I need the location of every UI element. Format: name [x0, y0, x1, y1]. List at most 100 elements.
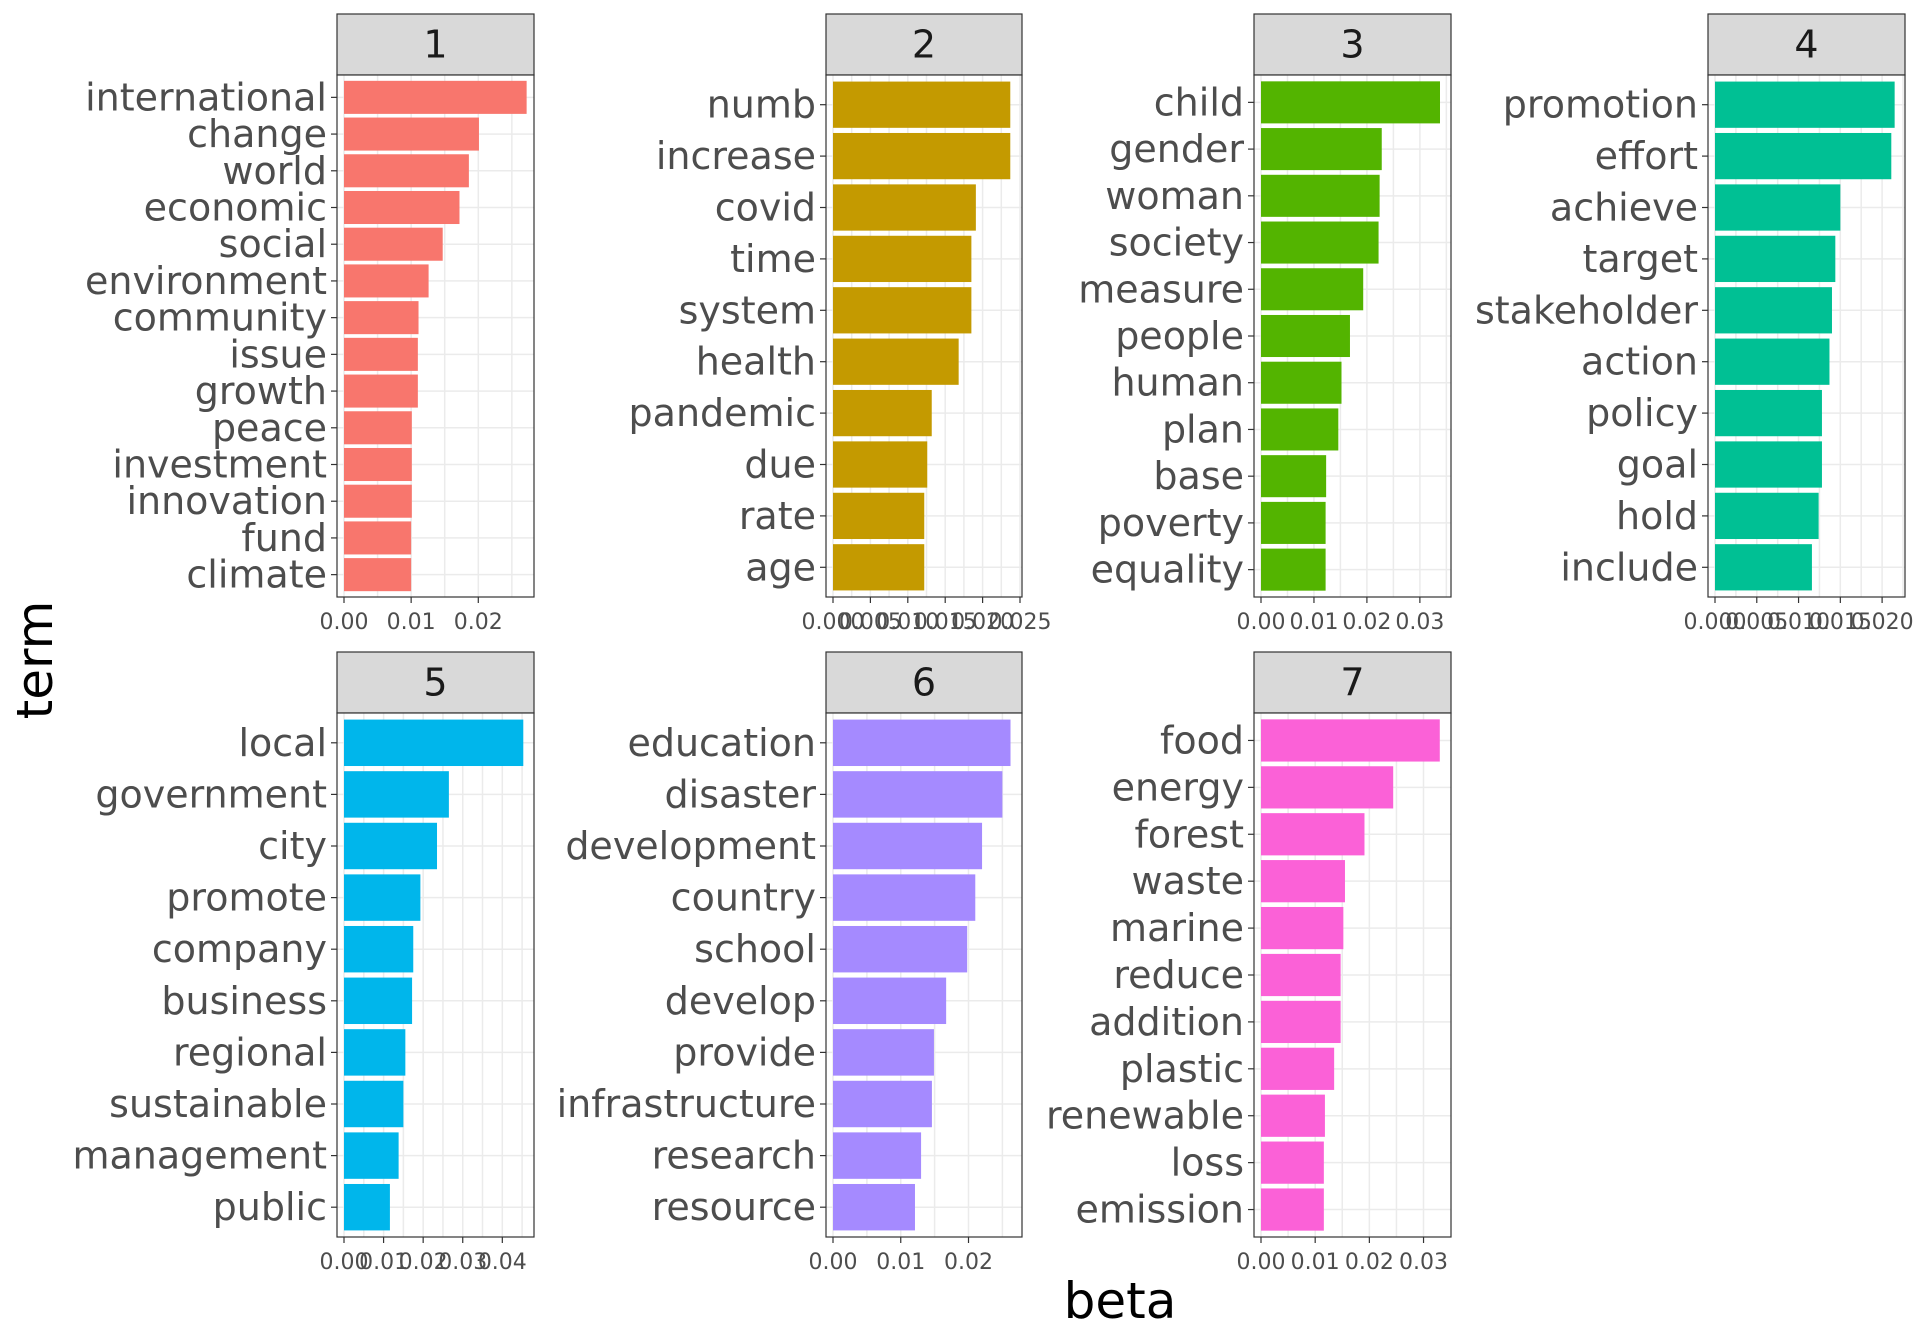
term-label-innovation: innovation [126, 479, 327, 523]
bar-human [1261, 361, 1342, 404]
facet-panel-1: 1 internationalchangeworldeconomicsociale… [85, 13, 535, 635]
bar-base [1261, 455, 1327, 498]
bar-community [344, 301, 419, 335]
term-label-regional: regional [173, 1030, 327, 1074]
bar-rate [833, 492, 925, 540]
bar-forest [1261, 813, 1365, 856]
term-label-energy: energy [1112, 765, 1244, 809]
term-label-stakeholder: stakeholder [1475, 288, 1698, 332]
facet-strip-label: 6 [912, 661, 936, 705]
x-axis-title: beta [1064, 1272, 1177, 1330]
bar-fund [344, 521, 412, 555]
term-label-hold: hold [1616, 494, 1698, 538]
x-tick-label: 0.01 [359, 1250, 408, 1275]
x-tick-label: 0.005 [1725, 610, 1788, 635]
bar-promotion [1715, 81, 1895, 128]
bar-poverty [1261, 501, 1326, 544]
term-label-plan: plan [1162, 407, 1244, 451]
bar-numb [833, 81, 1011, 128]
term-label-change: change [187, 112, 327, 156]
term-label-climate: climate [186, 553, 327, 597]
term-label-sustainable: sustainable [109, 1082, 327, 1126]
term-label-country: country [671, 876, 816, 920]
term-label-peace: peace [212, 406, 327, 450]
bar-company [344, 925, 414, 973]
bar-policy [1715, 389, 1822, 437]
facet-strip [825, 651, 1023, 714]
bar-investment [344, 447, 412, 482]
term-label-base: base [1153, 454, 1244, 498]
x-tick-label: 0.020 [951, 610, 1014, 635]
bar-develop [833, 977, 947, 1025]
bar-hold [1715, 492, 1819, 540]
bar-stakeholder [1715, 287, 1832, 334]
facet-strip [1707, 13, 1906, 76]
bar-increase [833, 132, 1011, 180]
term-label-action: action [1581, 340, 1698, 384]
bar-infrastructure [833, 1080, 932, 1128]
term-label-food: food [1160, 718, 1244, 762]
term-label-addition: addition [1089, 1000, 1244, 1044]
bar-management [344, 1132, 399, 1179]
term-label-development: development [565, 824, 816, 868]
bar-marine [1261, 906, 1344, 950]
term-label-time: time [730, 237, 816, 281]
term-label-numb: numb [707, 83, 816, 127]
bar-peace [344, 411, 412, 445]
x-tick-label: 0.00 [320, 1250, 369, 1275]
y-axis-title: term [6, 601, 64, 720]
bar-addition [1261, 1000, 1341, 1044]
term-label-fund: fund [241, 516, 327, 560]
term-label-human: human [1111, 361, 1244, 405]
x-tick-label: 0.00 [320, 610, 369, 635]
panel-border [336, 74, 535, 598]
term-label-target: target [1582, 237, 1698, 281]
bar-sustainable [344, 1080, 404, 1128]
bar-economic [344, 190, 460, 225]
term-label-marine: marine [1110, 906, 1244, 950]
term-label-environment: environment [85, 259, 327, 303]
bar-health [833, 338, 959, 385]
panel-border [825, 74, 1023, 598]
x-tick-label: 0.02 [1342, 610, 1391, 635]
facet-panel-7: 7 foodenergyforestwastemarinereduceadditi… [1046, 651, 1452, 1275]
term-label-company: company [152, 927, 327, 971]
bar-regional [344, 1029, 406, 1076]
term-label-rate: rate [739, 494, 816, 538]
term-label-develop: develop [665, 979, 816, 1023]
term-label-waste: waste [1132, 859, 1244, 903]
term-label-world: world [222, 149, 327, 193]
bar-action [1715, 338, 1830, 385]
facet-strip [1253, 13, 1452, 76]
x-tick-label: 0.00 [1237, 1250, 1286, 1275]
bar-equality [1261, 548, 1326, 591]
term-label-local: local [238, 721, 327, 765]
x-tick-label: 0.01 [1291, 1250, 1340, 1275]
term-label-society: society [1109, 221, 1244, 265]
panel-border [336, 712, 535, 1238]
term-label-promotion: promotion [1503, 83, 1698, 127]
term-label-people: people [1115, 314, 1244, 358]
bar-effort [1715, 132, 1892, 180]
bar-climate [344, 558, 412, 592]
x-tick-label: 0.00 [1237, 610, 1286, 635]
panel-border [825, 712, 1023, 1238]
bar-local [344, 719, 524, 767]
x-tick-label: 0.000 [802, 610, 865, 635]
term-label-age: age [745, 545, 816, 589]
term-label-growth: growth [195, 369, 327, 413]
term-label-increase: increase [656, 134, 816, 178]
facet-panels: 1internationalchangeworldeconomicsociale… [72, 13, 1914, 1275]
term-label-renewable: renewable [1046, 1094, 1244, 1138]
bar-goal [1715, 441, 1822, 488]
term-label-covid: covid [715, 186, 816, 230]
bar-government [344, 771, 449, 818]
bar-innovation [344, 484, 412, 518]
term-label-public: public [213, 1185, 327, 1229]
term-label-emission: emission [1076, 1188, 1244, 1232]
x-tick-label: 0.020 [1851, 610, 1914, 635]
term-label-woman: woman [1105, 174, 1244, 218]
term-label-health: health [696, 340, 816, 384]
facet-strip-label: 2 [912, 23, 936, 67]
